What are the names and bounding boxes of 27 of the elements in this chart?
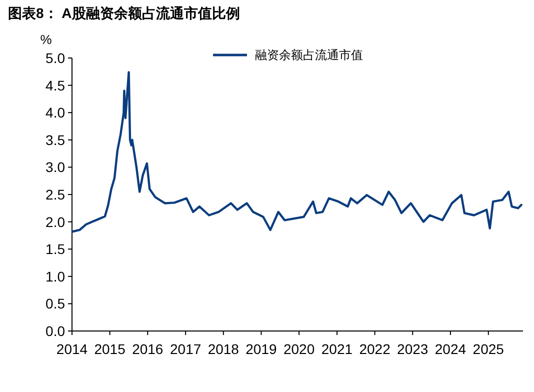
y-tick-label: 4.0 bbox=[46, 104, 66, 121]
chart-title: 图表8： A股融资余额占流通市值比例 bbox=[8, 5, 240, 21]
y-tick-label: 2.0 bbox=[46, 214, 66, 230]
y-tick-label: 5.0 bbox=[46, 50, 66, 66]
y-tick-label: 4.5 bbox=[46, 77, 66, 94]
y-axis-title: % bbox=[40, 32, 52, 47]
y-tick-label: 3.5 bbox=[46, 132, 66, 148]
x-tick-label: 2018 bbox=[208, 341, 240, 357]
x-tick-label: 2017 bbox=[170, 341, 202, 357]
y-tick-label: 1.0 bbox=[46, 268, 66, 284]
x-tick-label: 2024 bbox=[434, 341, 466, 357]
y-tick-label: 0.5 bbox=[46, 296, 66, 312]
legend-label: 融资余额占流通市值 bbox=[255, 48, 363, 62]
x-tick-label: 2020 bbox=[283, 341, 315, 357]
y-tick-label: 3.0 bbox=[46, 159, 66, 176]
x-tick-label: 2015 bbox=[94, 341, 126, 357]
x-tick-label: 2016 bbox=[132, 341, 164, 357]
x-tick-label: 2022 bbox=[359, 341, 391, 357]
x-tick-label: 2019 bbox=[246, 341, 278, 357]
y-tick-label: 2.5 bbox=[46, 186, 66, 202]
x-tick-label: 2025 bbox=[472, 341, 504, 357]
x-tick-label: 2014 bbox=[56, 341, 88, 357]
x-tick-label: 2021 bbox=[321, 341, 353, 357]
legend: 融资余额占流通市值 bbox=[213, 48, 363, 62]
x-tick-label: 2023 bbox=[397, 341, 428, 357]
y-tick-label: 1.5 bbox=[46, 241, 66, 258]
y-tick-label: 0.0 bbox=[46, 323, 66, 339]
